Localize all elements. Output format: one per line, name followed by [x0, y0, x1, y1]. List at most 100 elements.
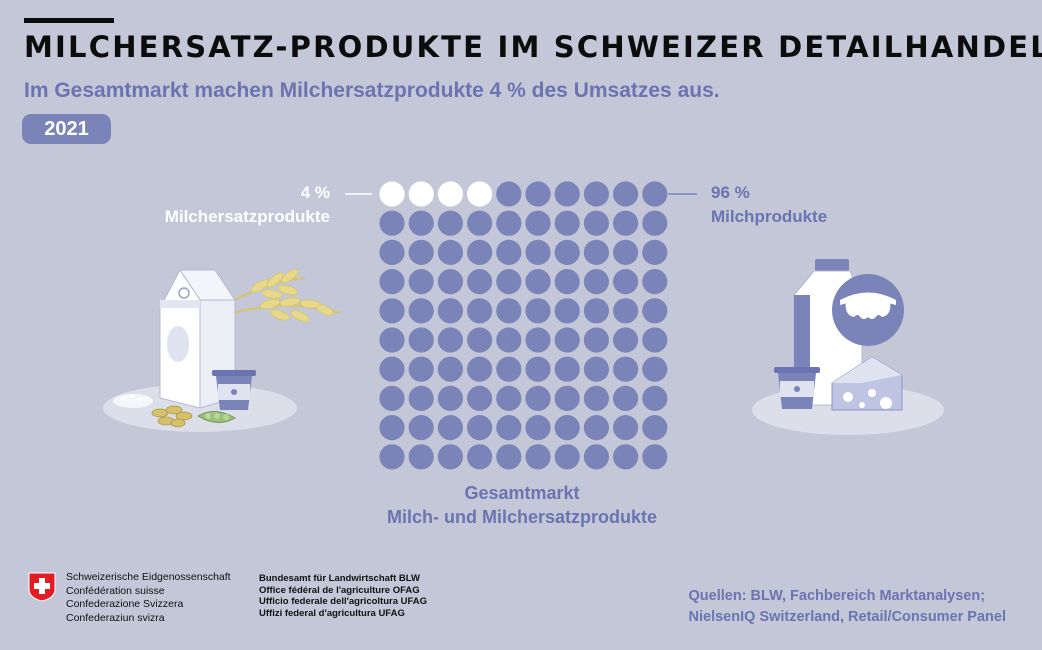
- waffle-cell-48: [583, 298, 610, 324]
- waffle-cell-71: [379, 385, 405, 411]
- waffle-cell-80: [642, 385, 668, 411]
- waffle-cell-40: [642, 269, 668, 295]
- waffle-cell-86: [525, 415, 551, 441]
- waffle-cell-21: [379, 239, 405, 265]
- waffle-cell-17: [554, 210, 580, 236]
- waffle-cell-54: [467, 327, 493, 353]
- waffle-cell-11: [379, 210, 405, 236]
- waffle-cell-13: [437, 210, 463, 236]
- sources-note: Quellen: BLW, Fachbereich Marktanalysen;…: [688, 588, 1006, 625]
- waffle-cell-60: [642, 327, 668, 353]
- waffle-cell-12: [408, 210, 434, 236]
- series-value-label-dairy: 96 %: [711, 183, 750, 202]
- waffle-cell-74: [467, 385, 493, 411]
- waffle-cell-14: [467, 210, 493, 236]
- waffle-cell-63: [437, 356, 463, 382]
- page-subtitle: Im Gesamtmarkt machen Milchersatzprodukt…: [24, 79, 720, 102]
- waffle-cell-49: [613, 298, 639, 324]
- waffle-cell-34: [467, 269, 493, 295]
- waffle-cell-28: [583, 239, 610, 265]
- waffle-cell-68: [583, 356, 610, 382]
- waffle-cell-91: [379, 444, 405, 470]
- waffle-cell-22: [408, 239, 434, 265]
- waffle-cell-26: [525, 239, 551, 265]
- waffle-cell-72: [408, 385, 434, 411]
- waffle-cell-18: [583, 210, 610, 236]
- waffle-cell-79: [613, 385, 639, 411]
- waffle-cell-15: [496, 210, 522, 236]
- waffle-cell-70: [642, 356, 668, 382]
- waffle-cell-76: [525, 385, 551, 411]
- waffle-cell-55: [496, 327, 522, 353]
- waffle-cell-46: [525, 298, 551, 324]
- dairy-bottle-yogurt-cheese-icon: [752, 259, 944, 435]
- waffle-cell-99: [613, 444, 639, 470]
- waffle-cell-78: [583, 385, 610, 411]
- waffle-cell-95: [496, 444, 522, 470]
- x-axis-label: Gesamtmarkt: [464, 483, 580, 503]
- waffle-cell-77: [554, 385, 580, 411]
- series-value-label-alt: 4 %: [300, 183, 330, 202]
- waffle-cell-38: [583, 269, 610, 295]
- waffle-cell-66: [525, 356, 551, 382]
- waffle-cell-24: [467, 239, 493, 265]
- waffle-cell-4: [467, 181, 493, 207]
- waffle-cell-97: [554, 444, 580, 470]
- waffle-cell-83: [437, 415, 463, 441]
- waffle-cell-6: [525, 181, 551, 207]
- waffle-cell-37: [554, 269, 580, 295]
- waffle-cell-35: [496, 269, 522, 295]
- waffle-cell-20: [642, 210, 668, 236]
- swiss-cross-icon: [28, 572, 56, 602]
- waffle-cell-39: [613, 269, 639, 295]
- waffle-cell-50: [642, 298, 668, 324]
- series-name-label-alt: Milchersatzprodukte: [164, 207, 330, 226]
- waffle-cell-3: [437, 181, 463, 207]
- waffle-cell-62: [408, 356, 434, 382]
- waffle-cell-100: [642, 444, 668, 470]
- waffle-cell-84: [467, 415, 493, 441]
- waffle-cell-89: [613, 415, 639, 441]
- waffle-cell-67: [554, 356, 580, 382]
- waffle-cell-9: [613, 181, 639, 207]
- waffle-cell-44: [467, 298, 493, 324]
- waffle-cell-51: [379, 327, 405, 353]
- waffle-cell-85: [496, 415, 522, 441]
- waffle-cell-73: [437, 385, 463, 411]
- waffle-cell-29: [613, 239, 639, 265]
- waffle-cell-61: [379, 356, 405, 382]
- waffle-cell-19: [613, 210, 639, 236]
- waffle-cell-96: [525, 444, 551, 470]
- waffle-cell-8: [583, 181, 610, 207]
- waffle-cell-2: [408, 181, 434, 207]
- series-name-label-dairy: Milchprodukte: [711, 207, 828, 226]
- x-axis-label-line2: Milch- und Milchersatzprodukte: [386, 507, 658, 527]
- waffle-cell-57: [554, 327, 580, 353]
- waffle-cell-93: [437, 444, 463, 470]
- waffle-cell-31: [379, 269, 405, 295]
- waffle-cell-32: [408, 269, 434, 295]
- waffle-cell-23: [437, 239, 463, 265]
- year-badge: 2021: [22, 114, 111, 144]
- waffle-cell-16: [525, 210, 551, 236]
- waffle-cell-58: [583, 327, 610, 353]
- waffle-cell-47: [554, 298, 580, 324]
- waffle-cell-98: [583, 444, 610, 470]
- waffle-cell-75: [496, 385, 522, 411]
- waffle-cell-88: [583, 415, 610, 441]
- title-accent-bar: [24, 18, 114, 23]
- waffle-cell-41: [379, 298, 405, 324]
- waffle-cell-81: [379, 415, 405, 441]
- waffle-cell-65: [496, 356, 522, 382]
- waffle-cell-27: [554, 239, 580, 265]
- waffle-cell-7: [554, 181, 580, 207]
- waffle-cell-53: [437, 327, 463, 353]
- waffle-cell-59: [613, 327, 639, 353]
- waffle-cell-87: [554, 415, 580, 441]
- waffle-cell-52: [408, 327, 434, 353]
- page-title: MILCHERSATZ-PRODUKTE IM SCHWEIZER DETAIL…: [24, 30, 1042, 64]
- waffle-cell-1: [379, 181, 405, 207]
- confederation-name: Schweizerische Eidgenossenschaft Confédé…: [66, 571, 231, 624]
- waffle-cell-36: [525, 269, 551, 295]
